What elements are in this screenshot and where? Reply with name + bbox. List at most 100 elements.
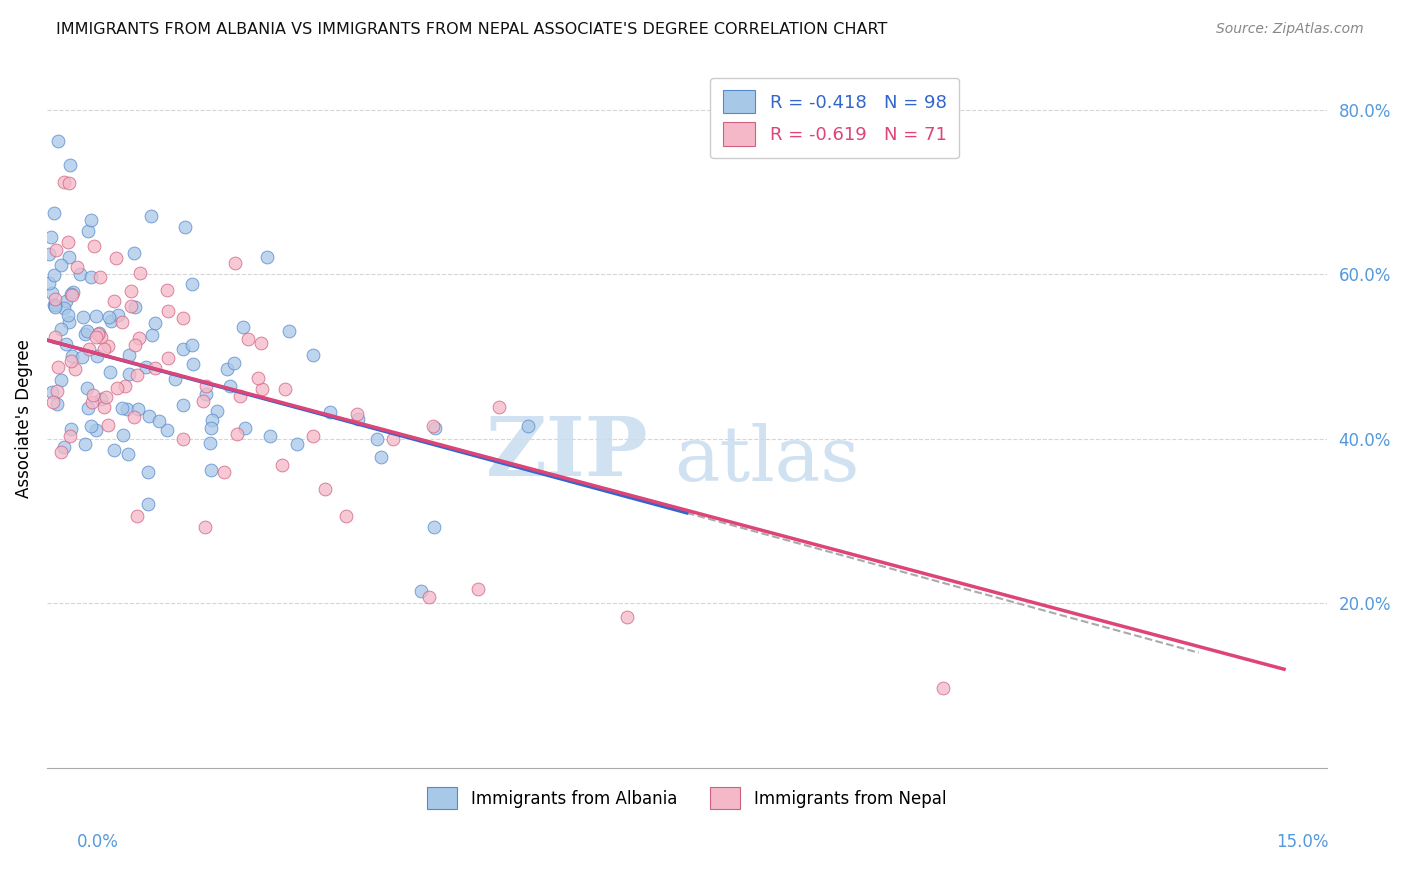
Point	[201, 413, 224, 427]
Point	[53, 175, 76, 189]
Point	[120, 284, 142, 298]
Point	[422, 418, 444, 433]
Point	[105, 381, 128, 395]
Point	[58, 177, 80, 191]
Point	[301, 428, 323, 442]
Point	[44, 298, 66, 312]
Point	[75, 437, 97, 451]
Point	[115, 401, 138, 416]
Point	[83, 239, 105, 253]
Point	[105, 251, 128, 265]
Legend: Immigrants from Albania, Immigrants from Nepal: Immigrants from Albania, Immigrants from…	[420, 780, 953, 815]
Point	[157, 303, 180, 318]
Point	[259, 429, 281, 443]
Point	[75, 327, 97, 342]
Point	[124, 337, 146, 351]
Point	[86, 327, 108, 342]
Point	[516, 418, 538, 433]
Point	[86, 349, 108, 363]
Point	[224, 255, 246, 269]
Point	[56, 235, 79, 249]
Point	[94, 390, 117, 404]
Point	[224, 356, 246, 370]
Point	[82, 388, 104, 402]
Point	[212, 466, 235, 480]
Point	[122, 409, 145, 424]
Point	[114, 378, 136, 392]
Point	[381, 432, 404, 446]
Point	[249, 335, 271, 350]
Point	[70, 351, 93, 365]
Point	[55, 337, 77, 351]
Point	[346, 407, 368, 421]
Point	[93, 400, 115, 414]
Point	[366, 432, 388, 446]
Point	[117, 447, 139, 461]
Text: IMMIGRANTS FROM ALBANIA VS IMMIGRANTS FROM NEPAL ASSOCIATE'S DEGREE CORRELATION : IMMIGRANTS FROM ALBANIA VS IMMIGRANTS FR…	[56, 22, 887, 37]
Point	[45, 243, 67, 257]
Point	[616, 610, 638, 624]
Point	[207, 403, 229, 417]
Point	[49, 258, 72, 272]
Point	[111, 427, 134, 442]
Point	[225, 427, 247, 442]
Point	[58, 250, 80, 264]
Point	[58, 315, 80, 329]
Point	[58, 158, 80, 172]
Point	[84, 423, 107, 437]
Point	[38, 247, 60, 261]
Point	[302, 348, 325, 362]
Point	[60, 287, 83, 301]
Point	[118, 367, 141, 381]
Point	[65, 362, 87, 376]
Point	[136, 465, 159, 479]
Point	[335, 508, 357, 523]
Point	[60, 349, 83, 363]
Point	[44, 298, 66, 312]
Point	[194, 386, 217, 401]
Point	[172, 342, 194, 356]
Point	[44, 300, 66, 314]
Point	[59, 354, 82, 368]
Point	[128, 331, 150, 345]
Point	[90, 392, 112, 406]
Point	[62, 285, 84, 299]
Point	[156, 423, 179, 437]
Point	[127, 401, 149, 416]
Point	[96, 339, 118, 353]
Point	[120, 299, 142, 313]
Point	[49, 373, 72, 387]
Point	[200, 421, 222, 435]
Point	[125, 368, 148, 383]
Point	[90, 330, 112, 344]
Point	[425, 421, 447, 435]
Point	[100, 314, 122, 328]
Y-axis label: Associate's Degree: Associate's Degree	[15, 339, 32, 498]
Point	[97, 310, 120, 324]
Point	[278, 325, 301, 339]
Point	[124, 301, 146, 315]
Point	[370, 450, 392, 464]
Point	[180, 337, 202, 351]
Point	[103, 294, 125, 309]
Point	[232, 320, 254, 334]
Point	[246, 371, 269, 385]
Point	[46, 134, 69, 148]
Point	[103, 443, 125, 458]
Point	[172, 311, 194, 326]
Point	[97, 417, 120, 432]
Point	[174, 219, 197, 234]
Point	[51, 322, 73, 336]
Point	[65, 260, 87, 274]
Point	[41, 286, 63, 301]
Point	[46, 384, 69, 398]
Point	[44, 268, 66, 282]
Point	[285, 436, 308, 450]
Point	[44, 330, 66, 344]
Point	[77, 224, 100, 238]
Point	[215, 361, 238, 376]
Point	[107, 308, 129, 322]
Point	[143, 316, 166, 330]
Point	[41, 384, 63, 399]
Point	[200, 462, 222, 476]
